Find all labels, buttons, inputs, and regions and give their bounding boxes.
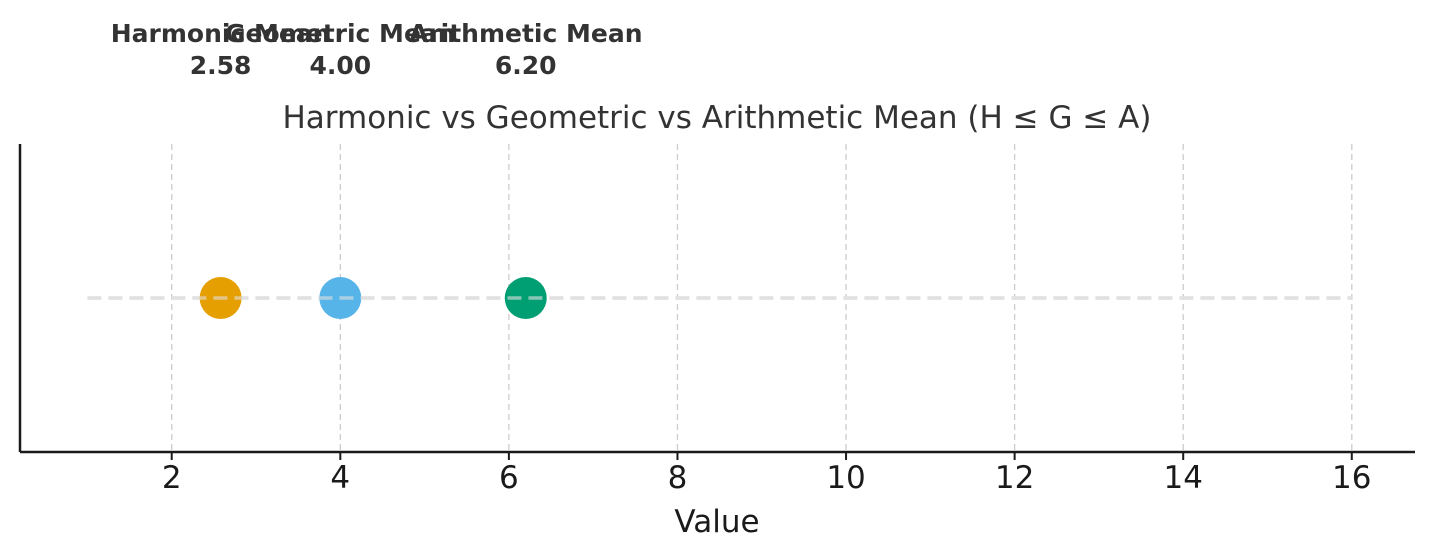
point-name-label: Arithmetic Mean xyxy=(409,19,643,48)
point-name-label: Geometric Mean xyxy=(225,19,456,48)
x-tick-label: 4 xyxy=(330,460,350,496)
point-name-label: Harmonic Mean xyxy=(111,19,331,48)
x-tick-label: 2 xyxy=(162,460,182,496)
data-points xyxy=(87,277,1352,319)
point-labels: Harmonic Mean 2.58 Geometric Mean 4.00 Arith… xyxy=(111,19,643,80)
x-tick-label: 16 xyxy=(1332,460,1371,496)
x-tick-label: 10 xyxy=(826,460,865,496)
x-ticks: 2 4 6 8 10 12 14 16 xyxy=(162,452,1372,496)
point-value-label: 2.58 xyxy=(190,51,252,80)
x-tick-label: 12 xyxy=(995,460,1034,496)
point-2 xyxy=(504,277,547,319)
point-value-label: 4.00 xyxy=(309,51,371,80)
point-value-label: 6.20 xyxy=(495,51,557,80)
x-tick-label: 6 xyxy=(499,460,519,496)
x-tick-label: 14 xyxy=(1163,460,1202,496)
x-tick-label: 8 xyxy=(668,460,688,496)
x-axis-label: Value xyxy=(674,504,759,540)
chart-title: Harmonic vs Geometric vs Arithmetic Mean… xyxy=(283,100,1152,136)
